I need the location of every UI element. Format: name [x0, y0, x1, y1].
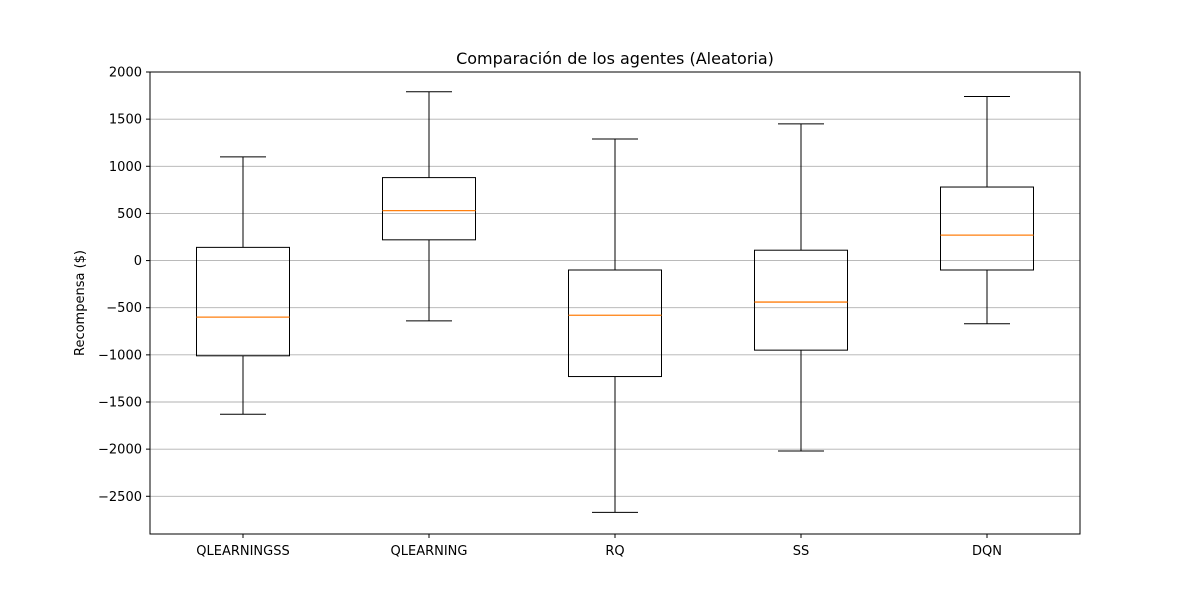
iqr-box — [940, 186, 1034, 271]
y-tick-label: −2500 — [98, 490, 142, 505]
y-axis-ticks: −2500 −2000 −1500 −1000 −500 0 500 1000 1500 2000 — [98, 66, 150, 505]
iqr-box — [568, 269, 662, 378]
box-qlearningss — [196, 156, 290, 415]
iqr-box — [196, 246, 290, 357]
x-tick-label: QLEARNINGSS — [196, 544, 289, 559]
box-rq — [568, 138, 662, 513]
x-tick-label: SS — [793, 544, 810, 559]
box-ss — [754, 123, 848, 452]
y-tick-label: 1000 — [109, 160, 142, 175]
y-tick-label: 1500 — [109, 113, 142, 128]
x-axis-ticks: QLEARNINGSS QLEARNING RQ SS DQN — [196, 534, 1002, 559]
iqr-box — [754, 249, 848, 351]
y-tick-label: −500 — [106, 301, 142, 316]
y-tick-label: −2000 — [98, 443, 142, 458]
box-dqn — [940, 96, 1034, 325]
y-tick-label: 2000 — [109, 66, 142, 81]
box-series — [196, 91, 1034, 513]
y-tick-label: −1000 — [98, 348, 142, 363]
y-axis-label: Recompensa ($) — [73, 250, 88, 356]
x-tick-label: DQN — [972, 544, 1002, 559]
y-tick-label: 0 — [134, 254, 142, 269]
y-tick-label: −1500 — [98, 396, 142, 411]
box-qlearning — [382, 91, 476, 322]
chart-title: Comparación de los agentes (Aleatoria) — [456, 49, 774, 68]
x-tick-label: QLEARNING — [391, 544, 468, 559]
y-tick-label: 500 — [117, 207, 142, 222]
x-tick-label: RQ — [605, 544, 624, 559]
iqr-box — [382, 177, 476, 241]
